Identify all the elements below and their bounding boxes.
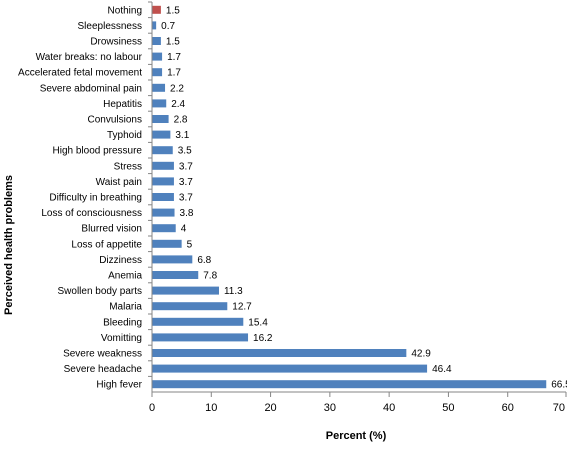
x-tick-label: 40	[383, 402, 395, 414]
category-label: Severe headache	[64, 364, 143, 375]
bar	[152, 224, 176, 233]
bar	[152, 380, 547, 389]
bar	[152, 349, 407, 357]
bar	[152, 37, 161, 45]
category-label: Severe abdominal pain	[40, 83, 142, 94]
x-tick-label: 60	[502, 402, 514, 414]
data-label: 0.7	[161, 21, 175, 32]
data-label: 66.5	[551, 380, 567, 391]
bar	[152, 146, 173, 155]
category-label: Loss of appetite	[71, 239, 142, 250]
data-label: 1.5	[166, 37, 180, 48]
category-label: Difficulty in breathing	[49, 193, 142, 204]
data-label: 6.8	[197, 255, 211, 266]
bar	[152, 286, 219, 295]
data-label: 7.8	[203, 271, 217, 282]
x-axis-title: Percent (%)	[326, 430, 387, 442]
bar	[152, 68, 163, 77]
category-label: Sleeplessness	[78, 21, 142, 32]
bar	[152, 333, 249, 342]
category-label: Water breaks: no labour	[36, 52, 143, 63]
data-label: 3.7	[179, 161, 193, 172]
bar	[152, 317, 244, 326]
bar	[152, 83, 166, 92]
category-label: Severe weakness	[63, 349, 142, 360]
category-label: Convulsions	[88, 115, 142, 126]
category-label: Dizziness	[99, 255, 142, 266]
data-label: 46.4	[432, 364, 452, 375]
category-label: Hepatitis	[103, 99, 142, 110]
bar	[152, 21, 157, 30]
value-labels-group: 1.5 0.7 1.5 1.7 1.7 2.2 2.4 2.8 3.1 3.5 3.7 3.7 3.7 3…	[161, 5, 567, 390]
data-label: 15.4	[248, 317, 268, 328]
axes-group	[148, 1, 566, 393]
category-label: Accelerated fetal movement	[18, 68, 142, 79]
bar	[152, 130, 171, 139]
data-label: 3.5	[178, 146, 192, 157]
bar	[152, 99, 167, 108]
bar	[152, 115, 169, 123]
category-label: Bleeding	[103, 317, 142, 328]
category-label: Stress	[114, 161, 142, 172]
data-label: 3.1	[175, 130, 189, 141]
bar	[152, 5, 161, 14]
x-tick-label: 20	[264, 402, 276, 414]
category-label: Typhoid	[107, 130, 142, 141]
y-axis-title: Perceived health problems	[3, 175, 15, 315]
data-label: 2.8	[174, 115, 188, 126]
x-tick-label: 10	[205, 402, 217, 414]
category-label: Waist pain	[96, 177, 142, 188]
bar	[152, 271, 199, 279]
category-label: Drowsiness	[90, 37, 142, 48]
bar	[152, 161, 174, 170]
data-label: 5	[187, 239, 193, 250]
data-label: 3.7	[179, 193, 193, 204]
category-label: Loss of consciousness	[41, 208, 142, 219]
bar	[152, 193, 174, 201]
data-label: 2.2	[170, 83, 184, 94]
data-label: 42.9	[411, 349, 431, 360]
data-label: 12.7	[232, 302, 252, 313]
category-labels-group: Nothing Sleeplessness Drowsiness Water brea…	[18, 5, 143, 390]
data-label: 1.7	[167, 52, 181, 63]
category-label: Anemia	[108, 271, 142, 282]
x-tick-label: 50	[442, 402, 454, 414]
data-label: 11.3	[224, 286, 243, 297]
category-label: Malaria	[109, 302, 142, 313]
category-label: Swollen body parts	[58, 286, 143, 297]
x-tick-label: 70	[553, 402, 565, 414]
x-tick-label: 0	[149, 402, 155, 414]
data-label: 3.7	[179, 177, 193, 188]
category-label: Blurred vision	[81, 224, 142, 235]
data-label: 2.4	[171, 99, 185, 110]
category-label: High fever	[96, 380, 142, 391]
data-label: 1.5	[166, 5, 180, 16]
data-label: 4	[181, 224, 187, 235]
bars-group	[152, 5, 547, 389]
bar	[152, 208, 175, 217]
bar	[152, 364, 428, 373]
bar	[152, 255, 193, 264]
category-label: Vomitting	[101, 333, 142, 344]
bar	[152, 52, 163, 61]
bar	[152, 302, 228, 311]
x-ticks-group: 0 10 20 30 40 50 60 70	[149, 392, 567, 414]
x-tick-label: 30	[324, 402, 336, 414]
bar	[152, 239, 182, 248]
data-label: 16.2	[253, 333, 273, 344]
data-label: 3.8	[180, 208, 194, 219]
category-label: High blood pressure	[53, 146, 143, 157]
bar	[152, 177, 174, 186]
category-label: Nothing	[108, 5, 142, 16]
data-label: 1.7	[167, 68, 181, 79]
